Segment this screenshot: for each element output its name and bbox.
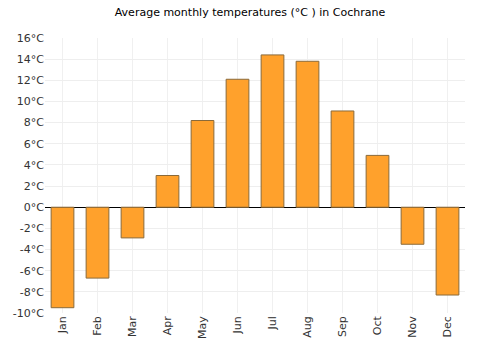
svg-text:Aug: Aug	[301, 316, 314, 337]
svg-text:-4°C: -4°C	[20, 243, 44, 256]
svg-text:8°C: 8°C	[24, 116, 44, 129]
svg-text:May: May	[196, 316, 209, 339]
svg-text:-2°C: -2°C	[20, 222, 44, 235]
svg-text:Mar: Mar	[126, 316, 139, 337]
svg-text:16°C: 16°C	[17, 32, 44, 45]
svg-text:10°C: 10°C	[17, 95, 44, 108]
svg-text:Apr: Apr	[161, 316, 174, 336]
svg-text:14°C: 14°C	[17, 53, 44, 66]
svg-text:6°C: 6°C	[24, 138, 44, 151]
svg-text:Jun: Jun	[231, 316, 244, 334]
svg-text:Oct: Oct	[371, 316, 384, 336]
svg-text:-6°C: -6°C	[20, 265, 44, 278]
svg-text:2°C: 2°C	[24, 180, 44, 193]
svg-text:-10°C: -10°C	[13, 307, 44, 320]
svg-text:Average monthly temperatures (: Average monthly temperatures (°C ) in Co…	[115, 6, 386, 19]
svg-text:4°C: 4°C	[24, 159, 44, 172]
svg-text:Dec: Dec	[441, 316, 454, 337]
svg-text:12°C: 12°C	[17, 74, 44, 87]
svg-text:-8°C: -8°C	[20, 286, 44, 299]
svg-text:Jan: Jan	[56, 316, 69, 334]
svg-text:Jul: Jul	[266, 316, 279, 330]
svg-text:Sep: Sep	[336, 316, 349, 337]
svg-text:0°C: 0°C	[24, 201, 44, 214]
svg-text:Feb: Feb	[91, 316, 104, 335]
svg-text:Nov: Nov	[406, 316, 419, 338]
